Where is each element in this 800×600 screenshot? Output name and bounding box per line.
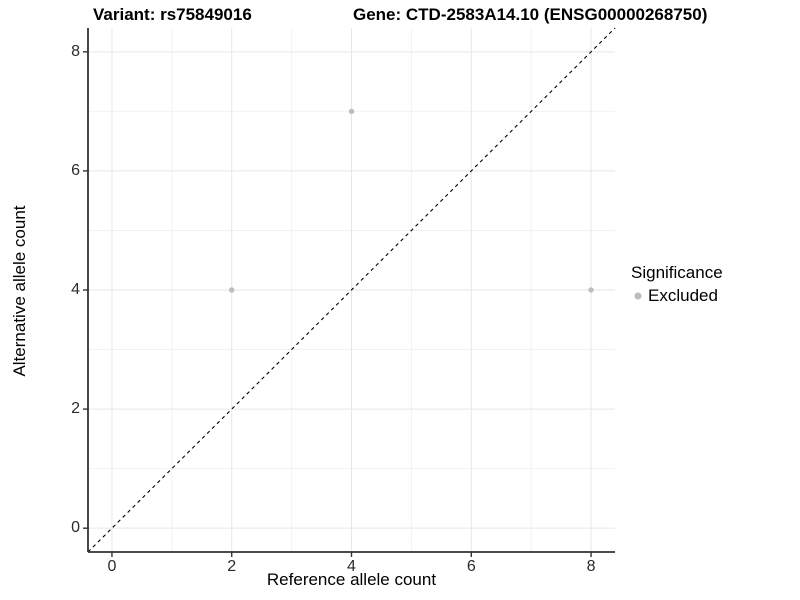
data-point xyxy=(229,287,235,293)
y-tick-label: 2 xyxy=(71,400,80,418)
x-tick-label: 2 xyxy=(227,558,237,575)
y-tick-label: 4 xyxy=(71,281,80,298)
x-tick-label: 8 xyxy=(586,558,596,575)
data-point xyxy=(348,108,355,115)
plot-title-gene: Gene: CTD-2583A14.10 (ENSG00000268750) xyxy=(353,5,708,24)
legend-point-icon xyxy=(631,289,645,303)
legend-title: Significance xyxy=(631,263,723,282)
x-tick-label: 0 xyxy=(107,558,117,575)
legend: Significance Excluded xyxy=(631,263,723,306)
y-tick-label: 8 xyxy=(71,42,80,60)
x-tick-label: 4 xyxy=(347,558,356,575)
plot-title-variant: Variant: rs75849016 xyxy=(93,5,252,24)
y-tick-label: 0 xyxy=(71,519,80,537)
identity-line xyxy=(87,27,616,553)
legend-item-excluded: Excluded xyxy=(631,286,723,306)
x-tick-label: 6 xyxy=(466,558,476,575)
y-tick-label: 6 xyxy=(71,161,80,179)
legend-item-label: Excluded xyxy=(648,286,718,305)
x-axis-label: Reference allele count xyxy=(266,570,437,589)
data-point xyxy=(588,287,594,293)
